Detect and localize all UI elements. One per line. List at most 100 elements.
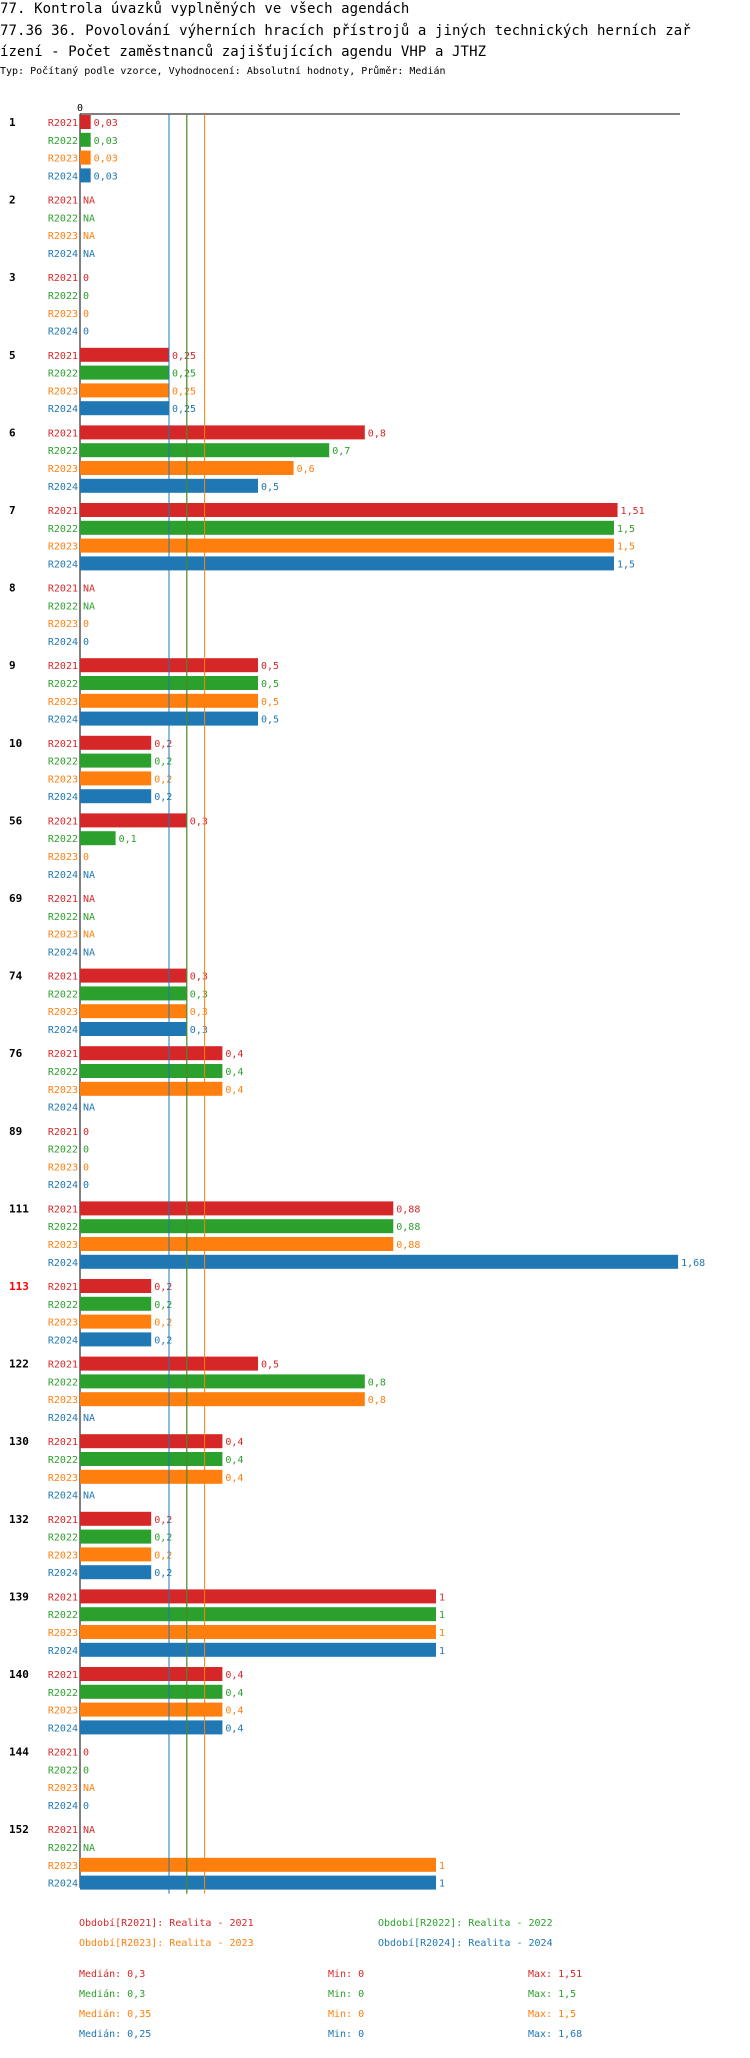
group-label: 140 [9,1668,29,1681]
bar [80,1434,223,1449]
value-label: 1 [439,1861,445,1872]
value-label: NA [83,870,95,881]
series-label: R2023 [48,154,78,165]
bar [80,538,614,553]
series-label: R2023 [48,231,78,242]
group-label: 74 [9,970,23,983]
series-label: R2022 [48,679,78,690]
series-label: R2023 [48,1861,78,1872]
value-label: 0,2 [154,757,172,768]
value-label: 0,2 [154,1568,172,1579]
series-label: R2021 [48,506,78,517]
group-label: 76 [9,1047,23,1060]
value-label: 0,2 [154,1550,172,1561]
bar [80,1081,223,1096]
series-label: R2024 [48,1413,78,1424]
series-label: R2023 [48,697,78,708]
bar [80,1469,223,1484]
series-label: R2021 [48,1049,78,1060]
value-label: 0,4 [225,1049,243,1060]
bar [80,968,187,983]
value-label: NA [83,584,95,595]
bar [80,1452,223,1466]
value-label: 0,2 [154,739,172,750]
value-label: 0,25 [172,386,196,397]
series-label: R2024 [48,715,78,726]
bar [80,347,169,362]
value-label: NA [83,213,95,224]
bar [80,1589,436,1604]
series-label: R2024 [48,404,78,415]
value-label: 0,25 [172,369,196,380]
bar [80,556,614,571]
series-label: R2023 [48,309,78,320]
chart-title-line-2: 77.36 36. Povolování výherních hracích p… [0,23,691,39]
value-label: 1 [439,1879,445,1890]
legend-median: Medián: 0,25 [79,2029,152,2040]
bar [80,1529,152,1544]
series-label: R2024 [48,1801,78,1812]
series-label: R2024 [48,637,78,648]
value-label: 0,88 [396,1240,420,1251]
value-label: 0,4 [225,1706,243,1717]
bar [80,115,91,129]
bar [80,1625,436,1639]
series-label: R2023 [48,930,78,941]
legend-median: Medián: 0,35 [79,2009,152,2020]
value-label: 0,5 [261,482,279,493]
bar [80,1565,152,1580]
value-label: 1 [439,1592,445,1603]
series-label: R2024 [48,792,78,803]
series-label: R2022 [48,213,78,224]
bar [80,1332,152,1347]
legend-min: Min: 0 [328,1989,365,2000]
group-label: 7 [9,504,16,517]
value-label: 0,03 [94,171,118,182]
series-label: R2023 [48,1240,78,1251]
legend-entry: Období[R2022]: Realita - 2022 [378,1918,553,1929]
bar [80,813,187,828]
bar [80,1046,223,1061]
bar [80,168,91,183]
group-label: 1 [9,116,16,129]
series-label: R2023 [48,464,78,475]
series-label: R2024 [48,1491,78,1502]
bar [80,753,152,768]
series-label: R2021 [48,1437,78,1448]
bar [80,771,152,786]
bar [80,1004,187,1019]
bar [80,1642,436,1657]
series-label: R2022 [48,1300,78,1311]
value-label: 0,2 [154,792,172,803]
bar [80,986,187,1001]
group-label: 139 [9,1590,29,1603]
series-label: R2023 [48,1318,78,1329]
series-label: R2024 [48,1723,78,1734]
chart-title-line-1: 77. Kontrola úvazků vyplněných ve všech … [0,1,410,17]
series-label: R2021 [48,661,78,672]
legend-min: Min: 0 [328,2029,365,2040]
series-label: R2021 [48,1515,78,1526]
series-label: R2022 [48,1843,78,1854]
group-label: 144 [9,1746,29,1759]
value-label: 0,4 [225,1670,243,1681]
value-label: NA [83,947,95,958]
series-label: R2024 [48,1025,78,1036]
bar [80,1667,223,1681]
bar [80,383,169,398]
value-label: 0,03 [94,154,118,165]
group-label: 69 [9,892,22,905]
group-label: 9 [9,659,16,672]
bar [80,735,152,750]
series-label: R2021 [48,816,78,827]
series-label: R2021 [48,1592,78,1603]
series-label: R2021 [48,894,78,905]
chart-subtitle: Typ: Počítaný podle vzorce, Vyhodnocení:… [0,66,446,77]
group-label: 132 [9,1513,29,1526]
value-label: 0,3 [190,816,208,827]
series-label: R2023 [48,1162,78,1173]
value-label: 0,2 [154,1515,172,1526]
value-label: 0 [83,327,89,338]
group-label: 2 [9,194,16,207]
value-label: 0 [83,619,89,630]
